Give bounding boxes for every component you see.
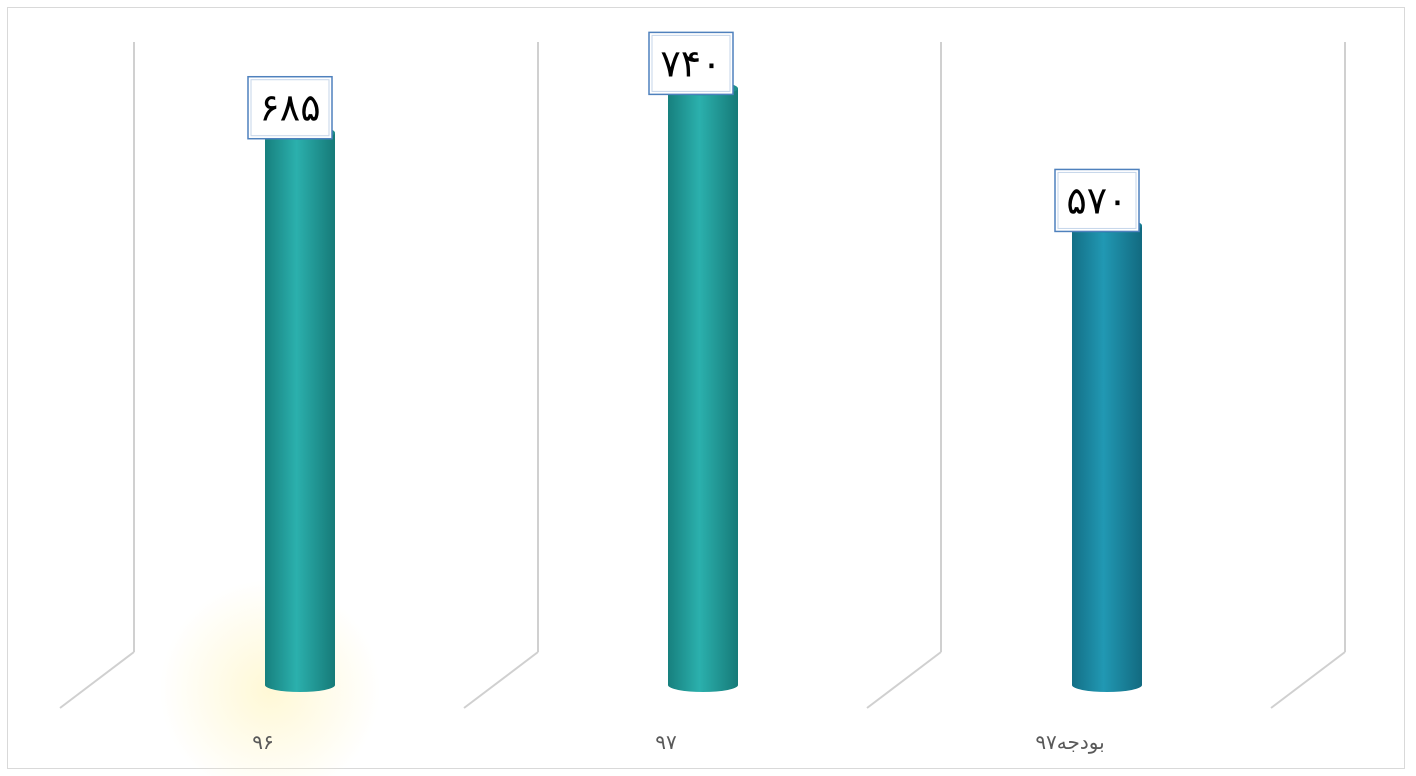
data-label: ۶۸۵ [247, 75, 333, 140]
category-label: بودجه۹۷ [1035, 730, 1104, 754]
data-label-value: ۷۴۰ [660, 41, 721, 85]
bar-body [265, 132, 335, 692]
data-label-box [247, 75, 333, 140]
bar [265, 125, 335, 692]
bar [668, 81, 738, 692]
category-label: ۹۶ [252, 730, 273, 754]
category-label: ۹۷ [655, 730, 677, 754]
floor-line [463, 651, 539, 709]
bar-body [668, 88, 738, 692]
data-label-inner-border [1057, 171, 1137, 229]
bars [265, 81, 1142, 692]
category-axis: ۹۶ ۹۷ بودجه۹۷ [252, 730, 1104, 754]
data-label: ۵۷۰ [1054, 168, 1140, 233]
floor-line [59, 651, 135, 709]
floor-line [1270, 651, 1346, 709]
data-labels: ۶۸۵ ۷۴۰ ۵۷۰ [247, 31, 1140, 233]
data-label-inner-border [651, 34, 731, 92]
floor-line [866, 651, 942, 709]
data-label-box [648, 31, 734, 96]
bar [1072, 218, 1142, 692]
data-label-value: ۶۸۵ [259, 86, 320, 130]
bar-body [1072, 225, 1142, 692]
data-label: ۷۴۰ [648, 31, 734, 96]
data-label-value: ۵۷۰ [1066, 178, 1127, 222]
data-label-inner-border [250, 79, 330, 137]
data-label-box [1054, 168, 1140, 233]
